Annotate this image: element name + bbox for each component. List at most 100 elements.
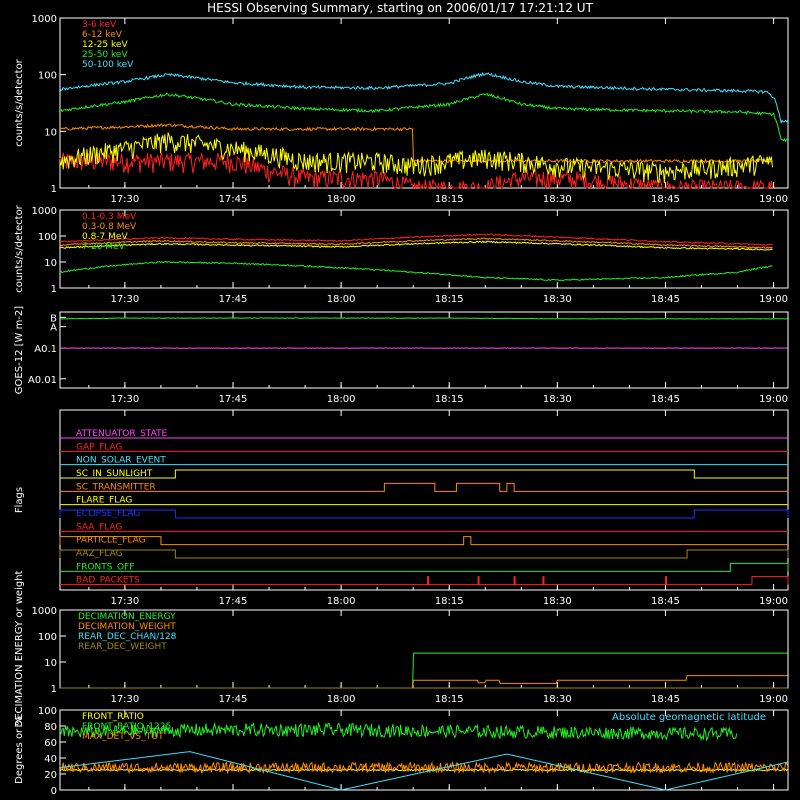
- time-tick-label: 17:30: [110, 694, 139, 705]
- time-tick-label: 18:00: [327, 596, 356, 607]
- time-tick-label: 18:30: [543, 194, 572, 205]
- time-tick-label: 17:45: [219, 194, 248, 205]
- y-tick-label: A: [50, 323, 57, 334]
- ratios-panel: Degrees or % 0 20 40 60 80 100 FRONT_RATIOFRONT…: [14, 706, 789, 797]
- time-tick-label: 18:00: [327, 294, 356, 305]
- flag-line: [60, 482, 788, 492]
- series-line: [59, 240, 773, 251]
- legend-entry: FRONT_RATIO_1225: [82, 722, 171, 732]
- time-tick-label: 18:45: [651, 194, 680, 205]
- legend-entry: 50-100 keV: [82, 60, 134, 70]
- legend-entry: 12-25 keV: [82, 40, 128, 50]
- y-tick-label: B: [50, 313, 57, 324]
- time-tick-label: 18:00: [327, 694, 356, 705]
- legend-entry: DECIMATION_ENERGY: [78, 612, 176, 622]
- legend-entry: FRONT_RATIO: [82, 712, 144, 722]
- time-tick-label: 18:30: [543, 694, 572, 705]
- time-tick-label: 18:45: [651, 694, 680, 705]
- flag-label: SC_TRANSMITTER: [76, 482, 156, 492]
- flag-line: [59, 549, 789, 559]
- series-line: [59, 92, 788, 143]
- y-tick-label: 100: [38, 632, 57, 643]
- panel-frame: [59, 209, 789, 289]
- y-axis-label: Degrees or %: [14, 716, 25, 784]
- panel-frame: [59, 409, 789, 591]
- series-line: [59, 260, 773, 282]
- y-tick-label: 60: [44, 738, 57, 749]
- chart-title: HESSI Observing Summary, starting on 200…: [207, 1, 593, 15]
- y-tick-label: 1000: [32, 606, 57, 617]
- time-tick-label: 18:15: [435, 294, 464, 305]
- legend-entry: REAR_DEC_CHAN/128: [78, 632, 177, 642]
- low-energy-lightcurves-panel: counts/s/detector 17:30 17:45 18:00 18:15 18:…: [14, 14, 789, 205]
- series-line: [59, 237, 773, 249]
- time-tick-label: 17:45: [219, 694, 248, 705]
- panel-frame: [59, 311, 789, 389]
- time-tick-label: 18:45: [651, 596, 680, 607]
- flag-label: GAP_FLAG: [76, 442, 122, 452]
- time-tick-label: 19:00: [759, 694, 788, 705]
- y-axis-label: GOES-12 [W m-2]: [14, 306, 25, 394]
- flag-label: FRONTS_OFF: [76, 562, 134, 572]
- legend-entry: 0.3-0.8 MeV: [82, 222, 137, 232]
- legend-entry: 25-50 keV: [82, 50, 128, 60]
- time-tick-label: 18:15: [435, 394, 464, 405]
- time-tick-label: 18:30: [543, 394, 572, 405]
- y-axis-label: DECIMATION ENERGY or weight: [14, 570, 25, 727]
- y-tick-label: 1000: [32, 14, 57, 25]
- y-tick-label: 1000: [32, 206, 57, 217]
- time-tick-label: 18:45: [651, 394, 680, 405]
- series-line: [59, 132, 773, 184]
- series-line: [59, 760, 789, 775]
- flag-label: NON_SOLAR_EVENT: [76, 456, 166, 466]
- time-tick-label: 18:00: [327, 194, 356, 205]
- y-tick-label: 1: [51, 184, 57, 195]
- legend-entry: 0.8-7 MeV: [82, 232, 128, 242]
- time-tick-label: 18:15: [435, 596, 464, 607]
- flag-label: BAD_PACKETS: [76, 576, 140, 586]
- time-tick-label: 18:30: [543, 294, 572, 305]
- y-tick-label: A0.1: [34, 344, 57, 355]
- time-tick-label: 19:00: [759, 394, 788, 405]
- y-axis-label: counts/s/detector: [14, 204, 25, 292]
- time-tick-label: 17:30: [110, 294, 139, 305]
- flag-line: [59, 536, 788, 546]
- y-tick-label: 100: [38, 232, 57, 243]
- decimation-panel: DECIMATION ENERGY or weight 17:30 17:45 18:…: [14, 570, 789, 727]
- legend-entry: 0.1-0.3 MeV: [82, 212, 137, 222]
- series-line: [59, 317, 788, 320]
- legend-entry: MAX_DET_VS_TOT: [82, 732, 164, 742]
- time-tick-label: 18:30: [543, 596, 572, 607]
- annotation-label: Absolute geomagnetic latitude: [612, 712, 766, 723]
- flag-label: ATTENUATOR_STATE: [76, 429, 168, 439]
- y-tick-label: 1: [51, 684, 57, 695]
- flag-line: [60, 576, 789, 586]
- goes-panel: GOES-12 [W m-2] 17:30 17:45 18:00 18:15 18:30…: [14, 306, 789, 405]
- time-tick-label: 19:00: [759, 294, 788, 305]
- flag-label: SAA_FLAG: [76, 522, 122, 532]
- time-tick-label: 17:30: [110, 394, 139, 405]
- legend-entry: 6-12 keV: [82, 30, 123, 40]
- time-tick-label: 18:15: [435, 194, 464, 205]
- y-tick-label: 1: [51, 284, 57, 295]
- flag-line: [60, 562, 789, 572]
- time-tick-label: 18:45: [651, 294, 680, 305]
- y-tick-label: 10: [44, 127, 57, 138]
- y-tick-label: 100: [38, 71, 57, 82]
- series-line: [59, 71, 789, 125]
- time-tick-label: 17:45: [219, 294, 248, 305]
- time-tick-label: 19:00: [759, 596, 788, 607]
- y-tick-label: 10: [44, 258, 57, 269]
- high-energy-lightcurves-panel: counts/s/detector 17:30 17:45 18:00 18:15 18:…: [14, 204, 789, 305]
- flag-label: FLARE_FLAG: [76, 496, 132, 506]
- panel-frame: [59, 709, 789, 791]
- flag-label: SC_IN_SUNLIGHT: [76, 469, 153, 479]
- time-tick-label: 17:45: [219, 394, 248, 405]
- series-line: [59, 123, 773, 164]
- time-tick-label: 17:30: [110, 194, 139, 205]
- flags-panel: Flags 17:30 17:45 18:00 18:15 18:30 18:45 19:00…: [14, 409, 789, 607]
- y-tick-label: 100: [38, 706, 57, 717]
